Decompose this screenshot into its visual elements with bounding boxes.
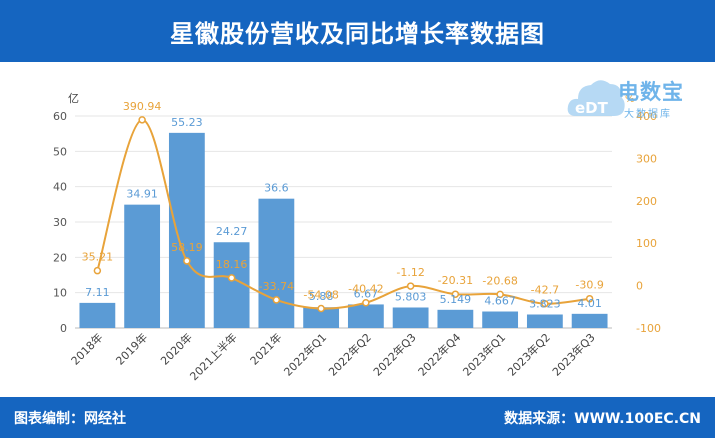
bar: [437, 309, 474, 328]
bar: [213, 242, 250, 328]
growth-point: [227, 274, 236, 282]
bar-value-label: 5.88: [309, 290, 334, 303]
growth-point: [138, 116, 146, 124]
x-tick-label: 2022年Q3: [370, 330, 419, 379]
growth-point: [451, 290, 460, 298]
watermark-logo: eDT 电数宝 大数据库: [566, 72, 711, 128]
footer-bar: 图表编制：网经社 数据来源：WWW.100EC.CN: [0, 397, 715, 438]
y-axis-unit: 亿: [68, 92, 79, 105]
x-tick-label: 2023年Q2: [504, 330, 553, 379]
x-tick-label: 2021上半年: [187, 330, 240, 383]
y2-tick-label: 200: [636, 195, 657, 208]
growth-point: [93, 266, 102, 275]
bar-value-label: 4.01: [577, 297, 602, 310]
growth-point: [317, 304, 325, 313]
x-tick-label: 2023年Q3: [549, 330, 598, 379]
growth-point: [496, 290, 504, 299]
line-value-label: 18.16: [216, 258, 248, 271]
line-value-label: 390.94: [123, 100, 162, 113]
bar-value-label: 34.91: [126, 188, 158, 201]
chart-canvas: 0 10 20 30 40 50 60 -100 0 100 200 300 400 亿 % 7.11 34.9…: [53, 92, 661, 383]
y-tick-label: 20: [53, 251, 67, 264]
x-tick-label: 2018年: [68, 330, 105, 367]
x-tick-label: 2022年Q1: [281, 330, 330, 379]
y-tick-label: 10: [53, 287, 67, 300]
logo-sub-text: 大数据库: [624, 109, 672, 120]
bar: [347, 304, 384, 328]
bar-value-label: 6.67: [354, 287, 379, 300]
line-value-label: -1.12: [396, 266, 424, 279]
x-tick-label: 2022年Q2: [325, 330, 374, 379]
growth-point: [362, 298, 370, 307]
x-tick-label: 2020年: [158, 330, 195, 367]
bar-value-label: 7.11: [85, 286, 110, 299]
logo-brand-text: 电数宝: [618, 80, 684, 104]
line-value-label: -42.7: [531, 284, 559, 297]
bar: [258, 198, 295, 328]
y-tick-label: 50: [53, 145, 67, 158]
footer-credit: 图表编制：网经社: [14, 411, 126, 427]
y2-tick-label: -100: [636, 322, 661, 335]
y2-axis-unit: %: [625, 94, 635, 105]
y2-tick-label: 0: [636, 280, 643, 293]
bar: [124, 204, 161, 328]
bar-value-label: 24.27: [216, 225, 248, 238]
line-value-label: -20.31: [438, 274, 473, 287]
cloud-logo-icon: eDT: [567, 80, 625, 117]
bar-value-label: 55.23: [171, 116, 203, 129]
bar-value-label: 3.823: [529, 297, 561, 310]
footer-source: 数据来源：WWW.100EC.CN: [504, 411, 701, 427]
bar-value-label: 5.149: [440, 293, 472, 306]
growth-point: [406, 282, 415, 290]
line-value-label: 35.21: [82, 251, 114, 264]
bar-value-label: 5.803: [395, 290, 427, 303]
line-value-label: -33.74: [259, 280, 294, 293]
y2-tick-label: 300: [636, 152, 657, 165]
header-bar: 星徽股份营收及同比增长率数据图: [0, 0, 715, 62]
bar: [392, 307, 429, 328]
line-value-label: 58.19: [171, 241, 203, 254]
x-tick-label: 2021年: [247, 330, 284, 367]
growth-point: [585, 294, 594, 303]
bar-value-label: 4.667: [484, 295, 516, 308]
bar: [482, 311, 519, 328]
bar: [303, 307, 340, 328]
y2-tick-label: 400: [636, 110, 657, 123]
growth-point: [183, 257, 191, 265]
bar: [526, 314, 563, 328]
logo-badge-text: eDT: [575, 99, 609, 117]
bar: [571, 313, 608, 328]
bar-value-label: 36.6: [264, 182, 289, 195]
bar: [168, 132, 205, 328]
y-tick-label: 30: [53, 216, 67, 229]
y2-tick-label: 100: [636, 237, 657, 250]
growth-point: [272, 296, 281, 304]
line-value-label: -54.08: [303, 289, 338, 302]
y-tick-label: 60: [53, 110, 67, 123]
x-tick-label: 2019年: [113, 330, 150, 367]
growth-point: [541, 299, 549, 308]
line-value-label: -30.9: [575, 279, 603, 292]
bar: [79, 302, 116, 328]
line-value-label: -40.42: [348, 283, 383, 296]
y-tick-label: 40: [53, 181, 67, 194]
line-value-label: -20.68: [482, 274, 517, 287]
x-tick-label: 2023年Q1: [460, 330, 509, 379]
x-tick-label: 2022年Q4: [415, 330, 464, 379]
y-tick-label: 0: [60, 322, 67, 335]
chart-title: 星徽股份营收及同比增长率数据图: [170, 19, 545, 48]
